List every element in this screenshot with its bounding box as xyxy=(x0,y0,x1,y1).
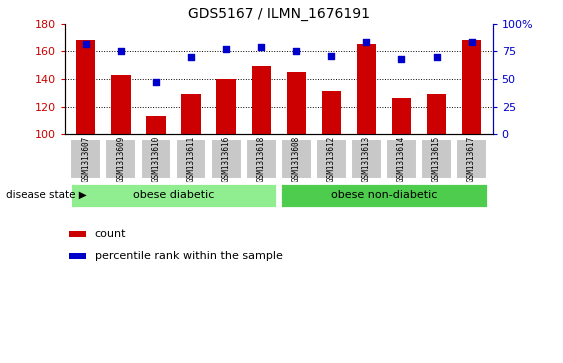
Bar xyxy=(111,75,131,134)
Text: obese non-diabetic: obese non-diabetic xyxy=(330,190,437,200)
FancyBboxPatch shape xyxy=(176,139,207,179)
FancyBboxPatch shape xyxy=(70,183,278,208)
Text: GSM1313610: GSM1313610 xyxy=(151,136,160,182)
Title: GDS5167 / ILMN_1676191: GDS5167 / ILMN_1676191 xyxy=(187,7,370,21)
Bar xyxy=(392,98,411,134)
Bar xyxy=(462,40,481,134)
FancyBboxPatch shape xyxy=(456,139,487,179)
Point xyxy=(292,48,301,54)
Text: GSM1313617: GSM1313617 xyxy=(467,136,476,182)
Bar xyxy=(76,40,96,134)
Text: GSM1313618: GSM1313618 xyxy=(257,136,266,182)
FancyBboxPatch shape xyxy=(316,139,347,179)
FancyBboxPatch shape xyxy=(280,183,488,208)
Text: GSM1313608: GSM1313608 xyxy=(292,136,301,182)
Bar xyxy=(69,253,86,258)
Text: GSM1313611: GSM1313611 xyxy=(186,136,195,182)
Text: GSM1313615: GSM1313615 xyxy=(432,136,441,182)
FancyBboxPatch shape xyxy=(211,139,242,179)
Text: obese diabetic: obese diabetic xyxy=(133,190,214,200)
Point xyxy=(151,79,160,85)
FancyBboxPatch shape xyxy=(105,139,136,179)
Text: GSM1313614: GSM1313614 xyxy=(397,136,406,182)
Text: GSM1313613: GSM1313613 xyxy=(362,136,371,182)
Text: GSM1313607: GSM1313607 xyxy=(81,136,90,182)
FancyBboxPatch shape xyxy=(281,139,312,179)
FancyBboxPatch shape xyxy=(245,139,276,179)
Point xyxy=(257,44,266,50)
Text: GSM1313616: GSM1313616 xyxy=(222,136,231,182)
Text: percentile rank within the sample: percentile rank within the sample xyxy=(95,251,283,261)
Bar xyxy=(69,231,86,237)
FancyBboxPatch shape xyxy=(141,139,171,179)
Bar xyxy=(321,91,341,134)
FancyBboxPatch shape xyxy=(70,139,101,179)
Bar xyxy=(427,94,446,134)
Bar xyxy=(357,44,376,134)
Point xyxy=(117,48,126,54)
Bar xyxy=(216,79,236,134)
Text: GSM1313612: GSM1313612 xyxy=(327,136,336,182)
Point xyxy=(397,56,406,62)
Point xyxy=(327,53,336,58)
FancyBboxPatch shape xyxy=(386,139,417,179)
Point xyxy=(362,40,371,45)
Point xyxy=(186,54,195,60)
Text: GSM1313609: GSM1313609 xyxy=(117,136,126,182)
Text: count: count xyxy=(95,229,126,239)
Point xyxy=(467,40,476,45)
Bar xyxy=(181,94,200,134)
Point xyxy=(81,41,90,46)
Text: disease state ▶: disease state ▶ xyxy=(6,190,86,200)
FancyBboxPatch shape xyxy=(421,139,452,179)
FancyBboxPatch shape xyxy=(351,139,382,179)
Point xyxy=(432,54,441,60)
Point xyxy=(222,46,231,52)
Bar xyxy=(287,72,306,134)
Bar xyxy=(252,66,271,134)
Bar xyxy=(146,116,166,134)
